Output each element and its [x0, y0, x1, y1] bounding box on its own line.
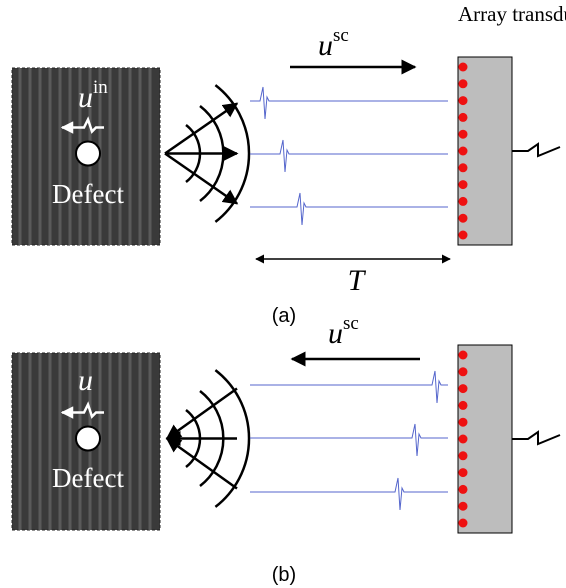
element [459, 79, 468, 88]
element [459, 147, 468, 156]
element [459, 401, 468, 410]
signal [250, 193, 448, 225]
incident-base: u [78, 81, 93, 114]
ray [167, 439, 237, 489]
element [459, 519, 468, 528]
defect-label: Defect [52, 179, 124, 209]
element [459, 231, 468, 240]
element [459, 113, 468, 122]
wave-label: usc [318, 25, 349, 62]
element [459, 502, 468, 511]
element [459, 418, 468, 427]
element [459, 367, 468, 376]
figure: Array transducer usc uin Defect T (a) us… [0, 0, 566, 588]
panel-label: (a) [272, 305, 296, 327]
element [459, 130, 468, 139]
defect-label: Defect [52, 463, 124, 493]
signal [250, 478, 448, 510]
connector [512, 432, 560, 444]
element [459, 163, 468, 172]
element [459, 180, 468, 189]
incident-label: u [78, 364, 93, 397]
signal [250, 371, 448, 403]
element [459, 197, 468, 206]
defect [76, 142, 100, 166]
transducer-label: Array transducer [458, 2, 566, 26]
wave-sup: sc [333, 25, 349, 46]
ray [165, 104, 237, 154]
element [459, 351, 468, 360]
wave-label: usc [328, 313, 359, 350]
signal [250, 140, 448, 172]
element [459, 384, 468, 393]
panel-b [12, 345, 560, 533]
wave-base: u [328, 317, 343, 350]
element [459, 63, 468, 72]
element [459, 485, 468, 494]
ray [167, 389, 237, 439]
element [459, 435, 468, 444]
connector [512, 144, 560, 156]
time-label: T [348, 264, 367, 297]
panel-label: (b) [272, 564, 296, 586]
element [459, 468, 468, 477]
element [459, 451, 468, 460]
wave-sup: sc [343, 313, 359, 334]
defect [76, 427, 100, 451]
element [459, 96, 468, 105]
element [459, 214, 468, 223]
wave-base: u [318, 29, 333, 62]
incident-sup: in [93, 77, 108, 98]
signal [250, 424, 448, 456]
signal [250, 87, 448, 119]
ray [165, 154, 237, 204]
